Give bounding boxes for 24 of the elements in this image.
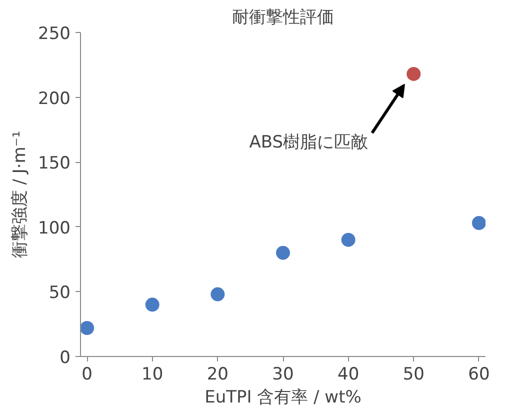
y-axis-title: 衝撃強度 / J·m⁻¹ [10,130,30,258]
annotation: ABS樹脂に匹敵 [249,132,368,153]
x-axis-title: EuTPI 含有率 / wt% [204,388,362,408]
point [145,298,160,312]
chart-title: 耐衝撃性評価 [232,8,334,28]
x-tick-label: 40 [338,364,360,384]
x-tick-label: 30 [272,364,294,384]
point [406,66,421,81]
point [276,246,290,260]
point [80,321,94,335]
y-tick-label: 200 [38,88,71,109]
x-tick-label: 10 [142,364,164,384]
x-tick-label: 60 [468,364,490,384]
y-tick-label: 50 [48,283,71,304]
x-tick-label: 0 [82,364,92,384]
point [210,287,225,302]
y-tick-label: 100 [38,218,71,238]
x-tick-label: 20 [206,364,228,384]
point [341,232,356,247]
y-tick-label: 0 [60,348,71,368]
point [472,216,486,230]
y-tick-label: 150 [38,154,71,174]
x-tick-label: 50 [402,364,424,384]
y-tick-label: 250 [38,24,71,44]
